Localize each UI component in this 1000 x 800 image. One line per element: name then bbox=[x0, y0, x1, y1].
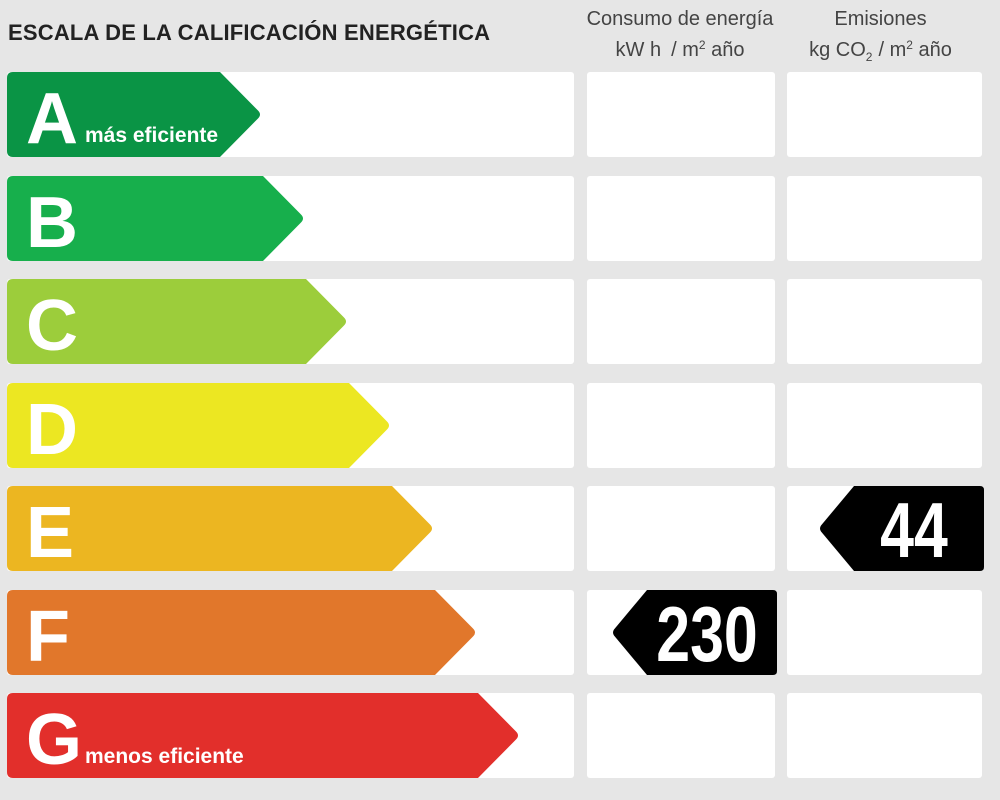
energy-cell-a bbox=[587, 72, 775, 157]
emissions-value: 44 bbox=[880, 486, 948, 574]
energy-consumption-marker bbox=[613, 590, 777, 675]
emissions-cell-a bbox=[787, 72, 982, 157]
emissions-column-unit: kg CO2/ m2 año bbox=[809, 38, 952, 64]
energy-consumption-value: 230 bbox=[656, 590, 758, 678]
emissions-cell-b bbox=[787, 176, 982, 261]
energy-cell-c bbox=[587, 279, 775, 364]
emissions-cell-g bbox=[787, 693, 982, 778]
rating-bar-c bbox=[7, 279, 346, 364]
emissions-cell-f bbox=[787, 590, 982, 675]
rating-letter-d: D bbox=[26, 390, 78, 470]
energy-rating-title: ESCALA DE LA CALIFICACIÓN ENERGÉTICA bbox=[8, 20, 491, 45]
rating-bar-d bbox=[7, 383, 389, 468]
energy-column-header: Consumo de energía kW h / m2 año bbox=[575, 4, 785, 66]
rating-letter-a: A bbox=[26, 79, 78, 159]
rating-bar-g bbox=[7, 693, 518, 778]
rating-bar-f bbox=[7, 590, 475, 675]
emissions-cell-d bbox=[787, 383, 982, 468]
rating-letter-c: C bbox=[26, 286, 78, 366]
rating-bar-a bbox=[7, 72, 260, 157]
energy-cell-b bbox=[587, 176, 775, 261]
rating-letter-e: E bbox=[26, 493, 75, 573]
rating-letter-g: G bbox=[26, 700, 83, 780]
energy-column-unit: kW h / m2 año bbox=[615, 38, 745, 61]
rating-letter-b: B bbox=[26, 183, 78, 263]
rating-note-g: menos eficiente bbox=[85, 745, 244, 768]
rating-letter-f: F bbox=[26, 597, 70, 677]
energy-cell-e bbox=[587, 486, 775, 571]
emissions-column-title: Emisiones bbox=[834, 8, 927, 30]
emissions-marker bbox=[820, 486, 984, 571]
rating-note-a: más eficiente bbox=[85, 124, 219, 147]
energy-column-title: Consumo de energía bbox=[586, 8, 774, 30]
energy-cell-g bbox=[587, 693, 775, 778]
rating-bar-e bbox=[7, 486, 432, 571]
energy-cell-d bbox=[587, 383, 775, 468]
rating-bar-b bbox=[7, 176, 303, 261]
emissions-column-header: Emisiones kg CO2/ m2 año bbox=[778, 4, 983, 66]
emissions-cell-c bbox=[787, 279, 982, 364]
